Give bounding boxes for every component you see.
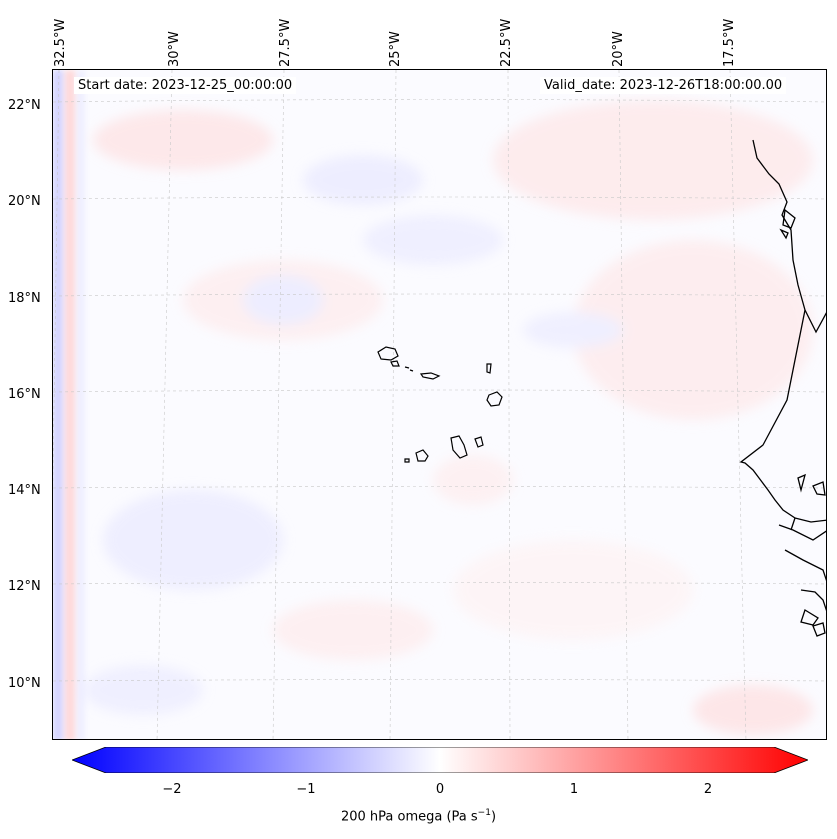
- colorbar-label-exponent: −1: [477, 808, 491, 818]
- omega-shading: [83, 100, 813, 735]
- colorbar: [72, 747, 808, 773]
- lon-tick-20w: 20°W: [611, 31, 626, 67]
- colorbar-label: 200 hPa omega (Pa s−1): [0, 808, 837, 824]
- cape-verde-islands: [377, 346, 503, 463]
- lon-tick-25w: 25°W: [388, 31, 403, 67]
- lat-tick-20n: 20°N: [8, 194, 41, 209]
- colorbar-tick-1: 1: [569, 782, 579, 797]
- lon-tick-30w: 30°W: [167, 31, 182, 67]
- lon-tick-32.5w: 32.5°W: [53, 18, 68, 67]
- colorbar-label-text: 200 hPa omega (Pa s: [340, 809, 478, 825]
- start-date-label: Start date: 2023-12-25_00:00:00: [74, 77, 297, 94]
- colorbar-tick-0: 0: [435, 782, 445, 797]
- west-edge-band: [53, 70, 85, 739]
- colorbar-tick-neg2: −2: [162, 782, 182, 797]
- map-panel[interactable]: [52, 69, 827, 740]
- lat-tick-18n: 18°N: [8, 291, 41, 306]
- omega-field-map: [53, 70, 826, 739]
- lon-tick-27.5w: 27.5°W: [278, 18, 293, 67]
- colorbar-label-close: ): [490, 809, 497, 825]
- valid-date-label: Valid_date: 2023-12-26T18:00:00.00: [540, 77, 787, 94]
- lat-tick-12n: 12°N: [8, 579, 41, 594]
- africa-coastline: [739, 139, 826, 637]
- lat-tick-16n: 16°N: [8, 387, 41, 402]
- colorbar-tick-2: 2: [703, 782, 713, 797]
- lat-tick-22n: 22°N: [8, 98, 41, 113]
- lon-tick-17.5w: 17.5°W: [722, 18, 737, 67]
- lat-tick-14n: 14°N: [8, 483, 41, 498]
- colorbar-tick-neg1: −1: [296, 782, 316, 797]
- lat-tick-10n: 10°N: [8, 676, 41, 691]
- graticule: [53, 70, 826, 739]
- lon-tick-22.5w: 22.5°W: [499, 18, 514, 67]
